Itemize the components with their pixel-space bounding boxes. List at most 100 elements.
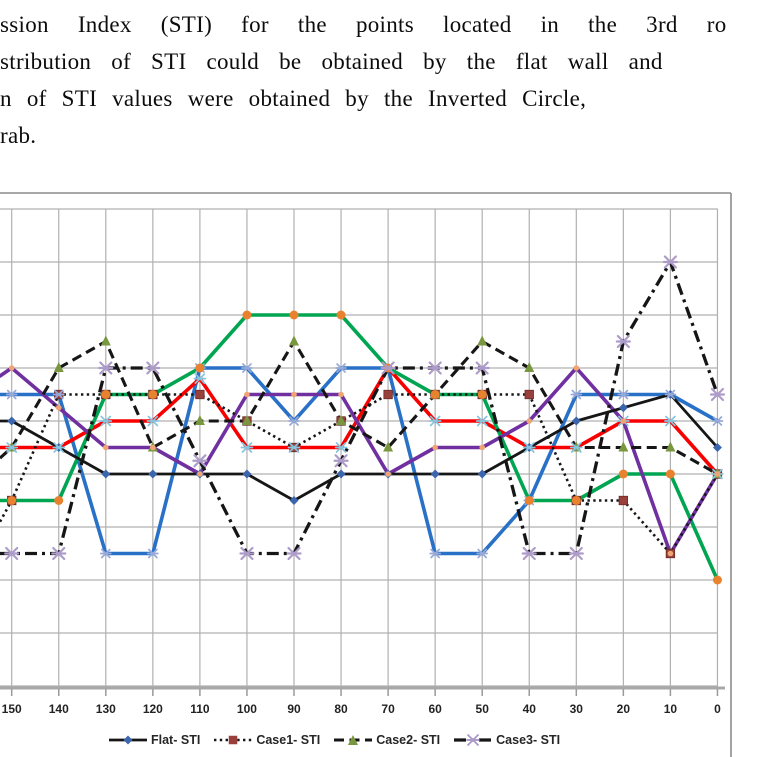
marker-flat-sti [148, 469, 158, 479]
marker-flat-sti [101, 469, 111, 479]
x-tick-label: 40 [523, 702, 537, 716]
marker-series-blue [52, 389, 65, 400]
marker-case3-sti [192, 454, 208, 468]
marker-flat-sti [336, 469, 346, 479]
marker-series-purple [620, 418, 627, 424]
marker-series-blue [147, 548, 159, 559]
marker-case2-sti [383, 441, 394, 452]
marker-series-blue [241, 363, 253, 373]
marker-series-green [101, 390, 111, 399]
legend-label: Case1- STI [256, 733, 321, 747]
marker-case3-sti [145, 361, 161, 375]
legend-item-flat-sti: Flat- STI [108, 732, 200, 748]
marker-series-purple [714, 471, 721, 477]
marker-series-blue [99, 548, 112, 559]
marker-case3-sti [568, 546, 584, 561]
marker-series-green [289, 310, 299, 320]
marker-flat-sti [242, 469, 252, 479]
marker-case2-sti [100, 335, 111, 346]
paragraph-line-4: rab. [0, 123, 37, 148]
legend-marker-glyph [466, 733, 480, 747]
marker-series-red [522, 442, 536, 453]
marker-series-red [146, 415, 160, 427]
marker-case3-sti [333, 454, 349, 468]
x-tick-label: 150 [2, 702, 22, 716]
marker-series-blue [476, 548, 489, 559]
marker-case3-sti [98, 361, 114, 375]
marker-series-blue [711, 416, 724, 426]
legend-key-icon [109, 735, 147, 745]
marker-case3-sti [521, 546, 537, 561]
x-tick-label: 90 [287, 702, 301, 716]
marker-case2-sti [194, 415, 205, 425]
marker-case3-sti [662, 255, 678, 269]
marker-series-green [54, 496, 64, 505]
x-tick-label: 70 [381, 702, 395, 716]
marker-case3-sti [286, 546, 302, 561]
marker-series-purple [244, 391, 250, 398]
marker-case1-sti [383, 389, 393, 400]
marker-series-green [477, 390, 487, 399]
marker-series-purple [573, 365, 580, 371]
marker-series-green [430, 390, 440, 399]
series-line-case3-sti [0, 260, 720, 556]
marker-series-green [524, 496, 534, 505]
marker-series-red [569, 442, 583, 453]
marker-series-red [287, 442, 301, 453]
marker-case1-sti [524, 389, 534, 400]
marker-series-purple [197, 471, 203, 477]
marker-series-green [618, 469, 628, 479]
marker-flat-sti [430, 469, 440, 479]
legend-key-icon [334, 735, 373, 745]
x-tick-label: 120 [143, 702, 163, 716]
marker-series-red [334, 442, 348, 453]
marker-series-green [336, 310, 346, 320]
legend-marker-glyph [348, 735, 359, 745]
marker-series-red [193, 373, 207, 384]
marker-series-purple [385, 471, 391, 477]
marker-series-purple [103, 444, 109, 451]
chart-legend: Flat- STI Case1- STI Case2- STI Case3- STI [108, 729, 560, 751]
marker-case1-sti [618, 495, 628, 506]
legend-item-case2-sti: Case2- STI [333, 732, 440, 748]
marker-case2-sti [618, 441, 629, 452]
legend-marker-glyph [229, 735, 238, 745]
marker-series-red [99, 415, 113, 427]
x-tick-label: 60 [428, 702, 442, 716]
marker-flat-sti [571, 416, 581, 426]
marker-series-green [242, 310, 252, 320]
marker-series-green [148, 390, 158, 399]
marker-case2-sti [336, 415, 347, 425]
legend-label: Case2- STI [376, 733, 441, 747]
legend-label: Case3- STI [496, 733, 561, 747]
marker-flat-sti [7, 416, 17, 426]
marker-series-red [52, 442, 66, 453]
legend-label: Flat- STI [151, 733, 201, 747]
marker-case2-sti [524, 362, 535, 372]
marker-flat-sti [712, 443, 722, 452]
marker-series-purple [432, 444, 438, 451]
marker-series-red [475, 415, 489, 427]
legend-key-icon [214, 735, 253, 745]
marker-series-purple [8, 365, 15, 371]
marker-series-blue [617, 389, 630, 400]
marker-series-blue [570, 389, 583, 400]
marker-case3-sti [427, 361, 443, 375]
paragraph-line-2: stribution of STI could be obtained by t… [0, 49, 663, 74]
marker-series-purple [338, 391, 344, 398]
x-tick-label: 0 [714, 702, 721, 716]
x-tick-label: 110 [190, 702, 210, 716]
marker-case2-sti [289, 335, 299, 346]
marker-case3-sti [380, 361, 396, 375]
marker-series-blue [288, 416, 300, 426]
paragraph-line-1: ssion Index (STI) for the points located… [0, 12, 727, 37]
marker-series-blue [429, 548, 441, 559]
legend-key-icon [454, 733, 493, 747]
marker-case3-sti [239, 546, 255, 561]
marker-case3-sti [615, 334, 631, 349]
paragraph-text: ssion Index (STI) for the points located… [0, 6, 781, 154]
x-tick-label: 100 [237, 702, 257, 716]
